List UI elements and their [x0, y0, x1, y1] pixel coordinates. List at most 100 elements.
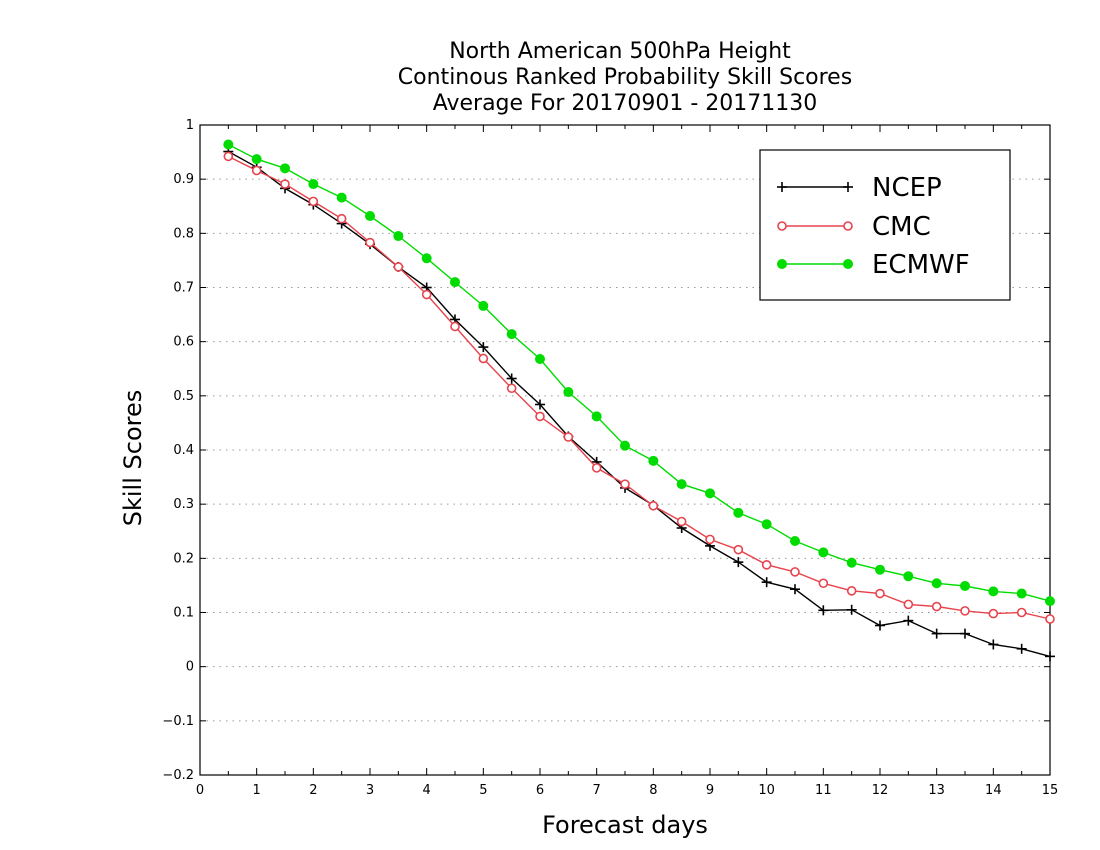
y-tick-label: 0.7	[173, 281, 194, 296]
data-point-cmc	[365, 237, 375, 248]
data-point-cmc	[931, 601, 942, 612]
legend-marker-cmc	[843, 221, 853, 231]
data-point-cmc	[818, 578, 829, 589]
y-tick-label: 0.5	[173, 389, 194, 404]
data-point-ncep	[931, 628, 942, 639]
data-point-cmc	[790, 567, 800, 577]
data-point-ecmwf	[846, 557, 857, 568]
y-axis-label: Skill Scores	[119, 390, 147, 527]
x-tick-label: 5	[479, 783, 487, 798]
data-point-ncep	[988, 639, 999, 650]
x-tick-labels: 0 1 2 3 4 5 6 7 8 9 10 11 12 13 14 15	[196, 783, 1058, 798]
title-line-1: North American 500hPa Height	[449, 39, 791, 64]
legend-label-ncep: NCEP	[872, 173, 942, 203]
y-tick-label: −0.2	[162, 768, 194, 783]
x-tick-label: 7	[593, 783, 601, 798]
legend-marker-ncep	[843, 182, 853, 192]
y-tick-label: −0.1	[162, 714, 194, 729]
data-point-ncep	[903, 615, 914, 626]
data-point-ecmwf	[223, 139, 234, 150]
legend-marker-cmc	[777, 221, 787, 231]
y-tick-label: 0.2	[173, 551, 194, 566]
y-tick-label: 0.6	[173, 335, 194, 350]
y-tick-label: 0.9	[173, 172, 194, 187]
x-tick-label: 10	[758, 783, 775, 798]
y-tick-label: 0.8	[173, 226, 194, 241]
data-point-cmc	[478, 353, 489, 364]
data-point-ecmwf	[280, 163, 290, 174]
data-point-ncep	[1045, 651, 1055, 662]
data-point-ncep	[478, 342, 489, 353]
legend: NCEP CMC ECMWF	[759, 149, 1011, 301]
series-ecmwf	[223, 139, 1055, 607]
data-point-ecmwf	[960, 580, 970, 591]
data-point-ecmwf	[251, 154, 262, 165]
x-tick-label: 0	[196, 783, 204, 798]
x-axis-label: Forecast days	[542, 811, 708, 839]
data-point-ncep	[790, 584, 800, 595]
data-point-ecmwf	[620, 440, 630, 451]
data-point-ecmwf	[450, 277, 460, 288]
data-point-cmc	[591, 463, 602, 473]
data-point-ecmwf	[421, 253, 432, 264]
x-tick-label: 9	[706, 783, 714, 798]
data-point-cmc	[620, 479, 630, 489]
data-point-ecmwf	[790, 536, 800, 546]
data-point-ecmwf	[818, 547, 829, 558]
x-tick-label: 12	[872, 783, 889, 798]
y-tick-label: 0	[186, 660, 194, 675]
legend-marker-ecmwf	[777, 259, 787, 269]
series-cmc	[223, 151, 1055, 624]
data-point-cmc	[903, 599, 914, 610]
data-point-ecmwf	[676, 479, 687, 490]
chart-title: North American 500hPa Height Continous R…	[398, 39, 852, 116]
x-tick-label: 15	[1042, 783, 1059, 798]
data-point-ecmwf	[393, 231, 404, 242]
x-tick-label: 3	[366, 783, 374, 798]
x-tick-label: 13	[928, 783, 945, 798]
data-point-ncep	[875, 620, 885, 631]
data-point-cmc	[846, 586, 857, 596]
data-point-cmc	[223, 151, 234, 162]
data-point-cmc	[705, 534, 715, 545]
data-point-ncep	[733, 557, 744, 568]
x-tick-label: 8	[649, 783, 657, 798]
data-point-ecmwf	[535, 354, 545, 364]
data-point-ecmwf	[648, 455, 659, 466]
data-point-ncep	[506, 373, 517, 384]
y-tick-label: 0.3	[173, 497, 194, 512]
data-point-cmc	[648, 500, 659, 511]
data-point-cmc	[988, 608, 999, 619]
data-point-cmc	[336, 213, 347, 224]
legend-marker-ncep	[777, 182, 787, 192]
title-line-2: Continous Ranked Probability Skill Score…	[398, 65, 852, 90]
x-tick-label: 11	[815, 783, 832, 798]
data-point-cmc	[1045, 614, 1055, 624]
data-point-ecmwf	[308, 179, 319, 190]
data-point-ecmwf	[1016, 588, 1027, 599]
legend-box	[759, 149, 1011, 301]
data-point-ecmwf	[365, 211, 375, 221]
y-tick-labels: −0.2 −0.1 0 0.1 0.2 0.3 0.4 0.5 0.6 0.7 0.8 0.9 1	[162, 118, 194, 783]
data-point-ecmwf	[563, 387, 574, 398]
data-point-cmc	[251, 165, 262, 176]
x-tick-label: 1	[253, 783, 261, 798]
data-point-ncep	[761, 577, 772, 588]
data-point-ncep	[818, 605, 829, 616]
data-point-ecmwf	[506, 329, 517, 340]
legend-label-ecmwf: ECMWF	[872, 250, 970, 280]
data-point-cmc	[733, 544, 744, 555]
data-point-ecmwf	[591, 411, 602, 422]
data-point-ecmwf	[903, 571, 914, 582]
data-point-cmc	[506, 383, 517, 394]
y-tick-label: 1	[186, 118, 194, 133]
data-point-cmc	[960, 606, 970, 616]
data-point-ecmwf	[931, 578, 942, 589]
legend-marker-ecmwf	[843, 259, 853, 269]
x-tick-label: 4	[423, 783, 431, 798]
data-point-ecmwf	[1045, 596, 1055, 607]
data-point-cmc	[563, 432, 574, 442]
data-point-cmc	[676, 516, 687, 527]
data-point-cmc	[761, 560, 772, 570]
